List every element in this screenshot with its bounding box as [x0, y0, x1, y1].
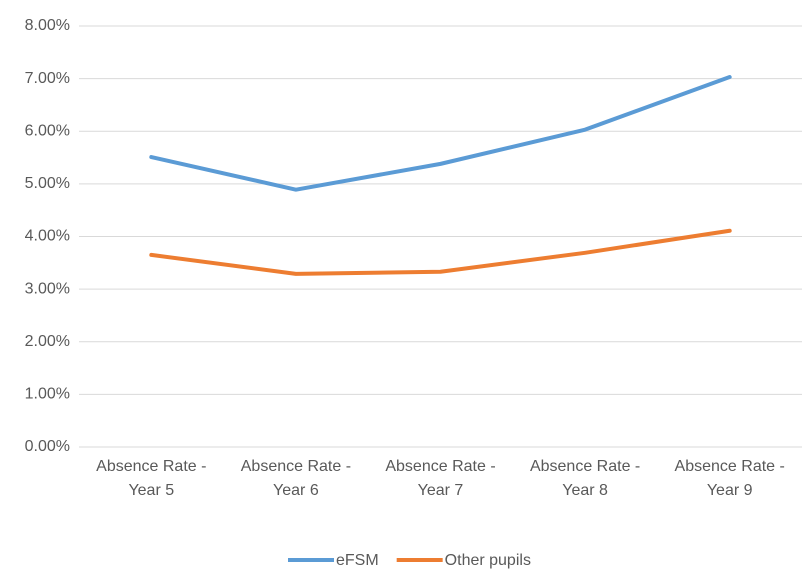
legend-label: Other pupils	[445, 552, 531, 569]
y-tick-label: 5.00%	[25, 175, 70, 192]
x-tick-label: Absence Rate - Year 7	[385, 458, 496, 499]
y-tick-label: 0.00%	[25, 438, 70, 455]
x-tick-label: Absence Rate - Year 6	[240, 458, 352, 499]
x-tick-label: Absence Rate - Year 8	[529, 458, 641, 499]
series-line	[149, 75, 732, 192]
y-tick-label: 8.00%	[25, 17, 70, 34]
y-tick-label: 1.00%	[25, 386, 70, 403]
legend-label: eFSM	[336, 552, 379, 569]
y-tick-label: 2.00%	[25, 333, 70, 350]
x-tick-label: Absence Rate - Year 5	[96, 458, 207, 499]
y-tick-label: 3.00%	[25, 280, 70, 297]
series-line	[149, 228, 732, 276]
y-tick-label: 4.00%	[25, 228, 70, 245]
x-tick-label: Absence Rate - Year 9	[674, 458, 785, 499]
y-tick-label: 7.00%	[25, 70, 70, 87]
y-tick-label: 6.00%	[25, 122, 70, 139]
